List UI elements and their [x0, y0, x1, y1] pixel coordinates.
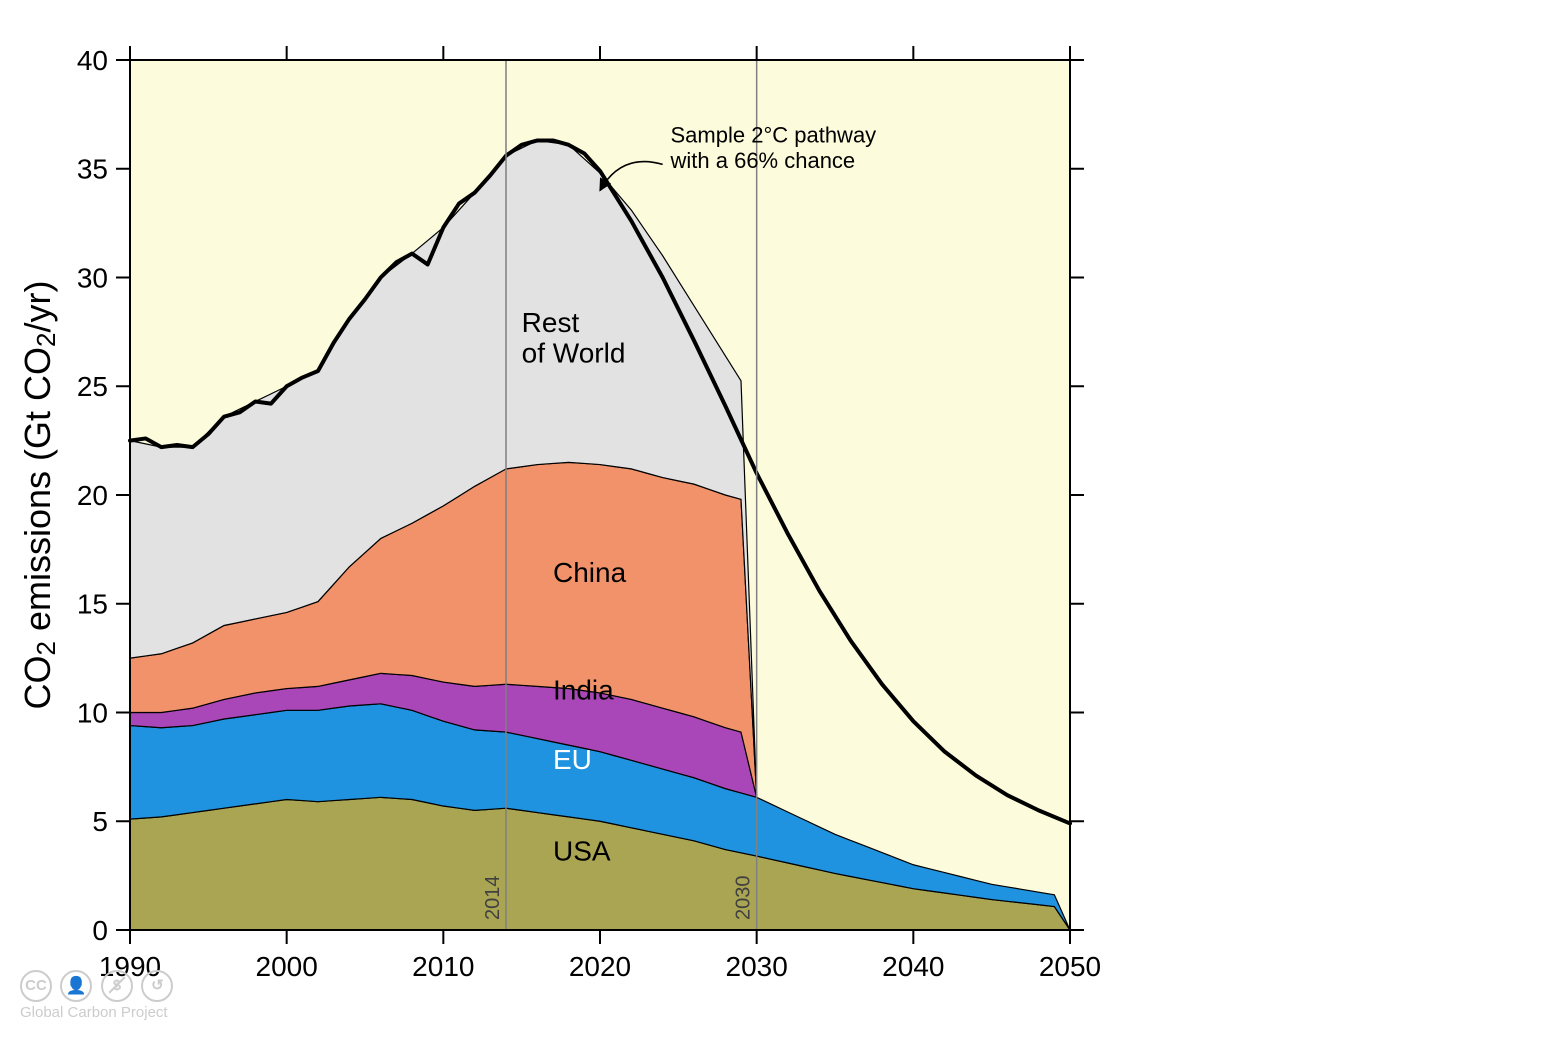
- xtick-2040: 2040: [882, 951, 944, 982]
- footer-credits: CC 👤 $ ↺ Global Carbon Project: [20, 970, 177, 1021]
- cc-icon-row: CC 👤 $ ↺: [20, 970, 177, 1002]
- svg-text:CO2 emissions (Gt CO2/yr): CO2 emissions (Gt CO2/yr): [17, 281, 61, 710]
- ytick-0: 0: [92, 915, 108, 946]
- xtick-2050: 2050: [1039, 951, 1101, 982]
- cc-icon-nc: $: [101, 970, 133, 1002]
- chart-svg: 2014203019902000201020202030204020500510…: [0, 0, 1564, 1044]
- annotation-line2: with a 66% chance: [670, 148, 856, 173]
- ytick-35: 35: [77, 154, 108, 185]
- xtick-2030: 2030: [726, 951, 788, 982]
- ytick-25: 25: [77, 371, 108, 402]
- ytick-15: 15: [77, 589, 108, 620]
- cc-icon-sa: ↺: [141, 970, 173, 1002]
- ytick-20: 20: [77, 480, 108, 511]
- cc-icon-cc: CC: [20, 970, 52, 1002]
- chart-stage: 2014203019902000201020202030204020500510…: [0, 0, 1564, 1044]
- region-label-eu: EU: [553, 744, 592, 775]
- ytick-10: 10: [77, 697, 108, 728]
- region-label-rest-1: of World: [522, 338, 626, 369]
- region-label-usa: USA: [553, 835, 611, 866]
- region-label-rest-0: Rest: [522, 307, 580, 338]
- vline-label-2014: 2014: [482, 876, 504, 921]
- ytick-40: 40: [77, 45, 108, 76]
- footer-label: Global Carbon Project: [20, 1004, 177, 1021]
- region-label-china: China: [553, 557, 627, 588]
- xtick-2010: 2010: [412, 951, 474, 982]
- cc-icon-by: 👤: [60, 970, 92, 1002]
- xtick-2020: 2020: [569, 951, 631, 982]
- vline-label-2030: 2030: [733, 876, 755, 921]
- annotation-line1: Sample 2°C pathway: [671, 123, 877, 148]
- ytick-5: 5: [92, 806, 108, 837]
- region-label-india: India: [553, 674, 614, 705]
- ytick-30: 30: [77, 262, 108, 293]
- xtick-2000: 2000: [256, 951, 318, 982]
- y-axis-title: CO2 emissions (Gt CO2/yr): [17, 281, 61, 710]
